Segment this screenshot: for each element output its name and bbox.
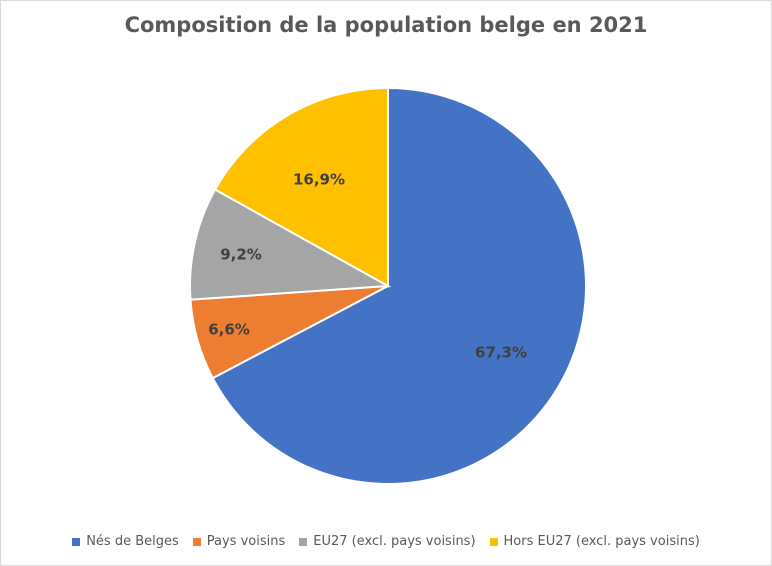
legend-item-3: Hors EU27 (excl. pays voisins)	[489, 534, 700, 549]
legend-swatch-1	[192, 537, 201, 546]
chart-title: Composition de la population belge en 20…	[124, 13, 648, 37]
legend: Nés de Belges Pays voisins EU27 (excl. pay…	[1, 534, 771, 549]
legend-swatch-3	[489, 537, 498, 546]
pie-slice-2	[189, 188, 392, 301]
legend-label-3: Hors EU27 (excl. pays voisins)	[503, 534, 700, 549]
legend-item-2: EU27 (excl. pays voisins)	[299, 534, 476, 549]
pie-slice-3	[213, 86, 389, 288]
legend-swatch-0	[72, 537, 81, 546]
legend-swatch-2	[299, 537, 308, 546]
legend-item-0: Nés de Belges	[72, 534, 179, 549]
pie-slice-0	[211, 86, 587, 485]
legend-item-1: Pays voisins	[192, 534, 286, 549]
slice-data-label-3: 16,9%	[293, 171, 345, 189]
legend-label-2: EU27 (excl. pays voisins)	[313, 534, 476, 549]
legend-label-1: Pays voisins	[206, 534, 286, 549]
legend-label-0: Nés de Belges	[86, 534, 179, 549]
slice-data-label-2: 9,2%	[220, 246, 262, 264]
slice-data-label-0: 67,3%	[475, 344, 527, 362]
slice-data-label-1: 6,6%	[208, 321, 250, 339]
